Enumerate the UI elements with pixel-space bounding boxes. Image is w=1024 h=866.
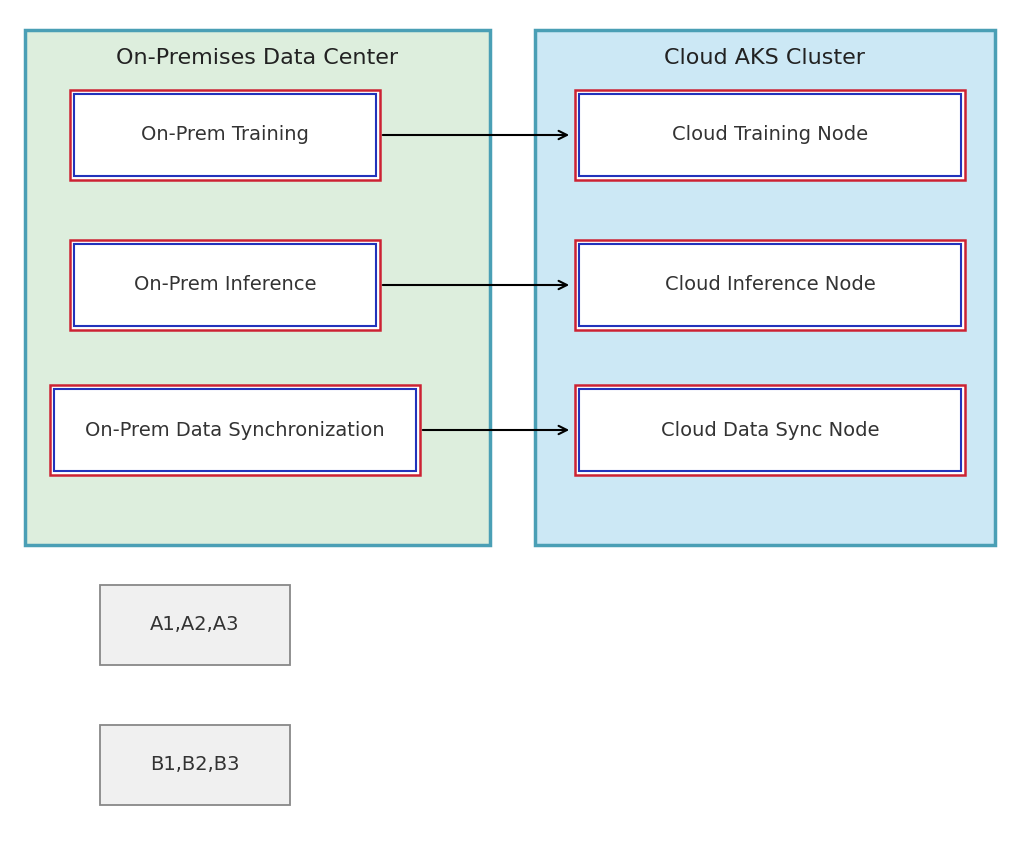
Bar — [575, 385, 965, 475]
Bar — [70, 240, 380, 330]
Text: Cloud Training Node: Cloud Training Node — [672, 126, 868, 145]
Bar — [70, 90, 380, 180]
Bar — [579, 389, 961, 471]
Bar — [535, 30, 995, 545]
Bar — [54, 389, 416, 471]
Bar — [100, 725, 290, 805]
Text: Cloud AKS Cluster: Cloud AKS Cluster — [665, 48, 865, 68]
Text: On-Premises Data Center: On-Premises Data Center — [116, 48, 398, 68]
Bar — [575, 90, 965, 180]
Text: On-Prem Data Synchronization: On-Prem Data Synchronization — [85, 421, 385, 440]
Bar — [575, 240, 965, 330]
Text: A1,A2,A3: A1,A2,A3 — [151, 616, 240, 635]
Bar — [100, 585, 290, 665]
Text: B1,B2,B3: B1,B2,B3 — [151, 755, 240, 774]
Text: Cloud Data Sync Node: Cloud Data Sync Node — [660, 421, 880, 440]
Bar — [74, 244, 376, 326]
Bar — [74, 94, 376, 176]
Bar — [579, 94, 961, 176]
Text: Cloud Inference Node: Cloud Inference Node — [665, 275, 876, 294]
Bar — [50, 385, 420, 475]
Bar — [579, 244, 961, 326]
Text: On-Prem Training: On-Prem Training — [141, 126, 309, 145]
Bar — [25, 30, 490, 545]
Text: On-Prem Inference: On-Prem Inference — [134, 275, 316, 294]
